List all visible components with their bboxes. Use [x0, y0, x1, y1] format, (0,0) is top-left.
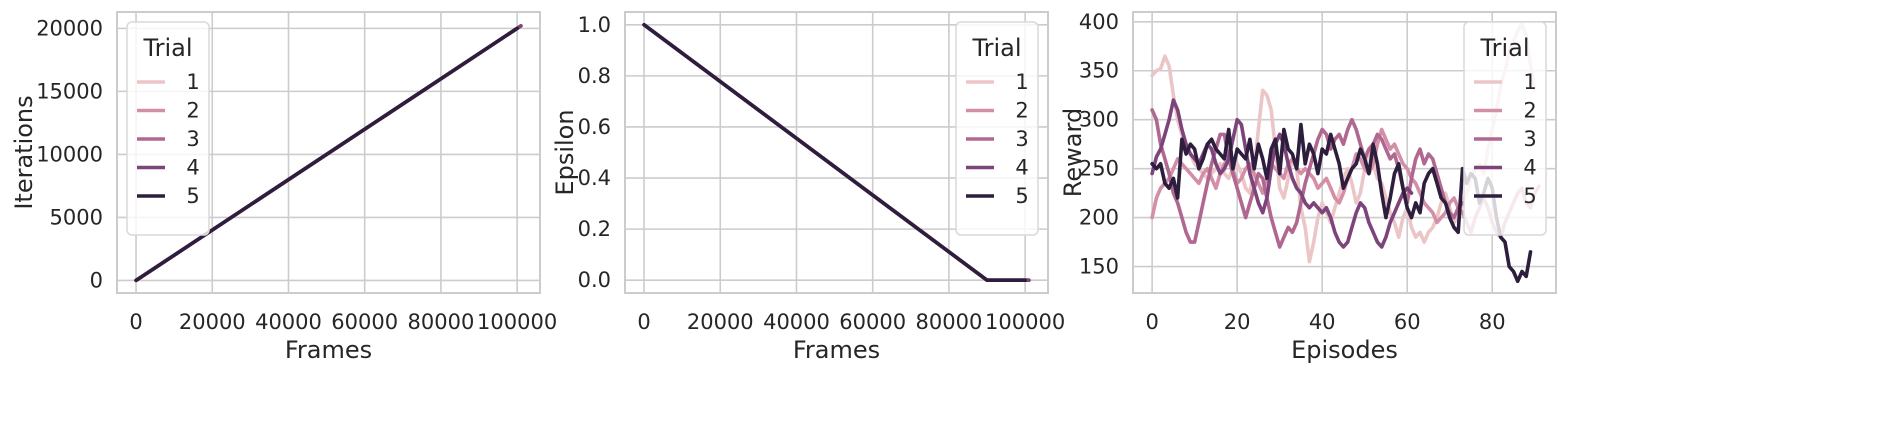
legend-entry-label: 3	[1523, 127, 1536, 151]
x-tick-labels: 0 20000 40000 60000 80000 100000	[129, 310, 557, 334]
x-tick-label: 80000	[408, 310, 475, 334]
legend-entry-label: 1	[1523, 70, 1536, 94]
y-axis-label: Reward	[1059, 108, 1087, 197]
x-tick-label: 20000	[179, 310, 246, 334]
y-axis-label: Epsilon	[551, 109, 579, 195]
x-axis-label: Frames	[285, 336, 372, 364]
legend-entry-label: 2	[186, 99, 199, 123]
x-tick-label: 0	[129, 310, 142, 334]
x-tick-label: 40000	[763, 310, 830, 334]
series-lines	[134, 24, 523, 283]
x-tick-labels: 0 20000 40000 60000 80000 100000	[637, 310, 1065, 334]
y-tick-label: 300	[1079, 108, 1119, 132]
plot-frame	[116, 11, 541, 294]
y-tick-label: 0.0	[578, 268, 611, 292]
legend-entry-label: 1	[186, 70, 199, 94]
series-lines	[642, 22, 1031, 283]
y-tick-label: 0.6	[578, 115, 611, 139]
legend-entry-label: 4	[186, 156, 199, 180]
y-tick-label: 20000	[36, 16, 103, 40]
y-tick-labels: 0 5000 10000 15000 20000	[36, 16, 103, 292]
legend-entry-label: 5	[1015, 184, 1028, 208]
legend: Trial 1 2 3 4 5	[1463, 21, 1547, 236]
y-tick-label: 400	[1079, 10, 1119, 34]
legend-entry-label: 5	[186, 184, 199, 208]
legend-box	[1463, 21, 1547, 236]
y-tick-label: 15000	[36, 79, 103, 103]
y-tick-labels: 0.0 0.2 0.4 0.6 0.8 1.0	[578, 13, 611, 292]
x-tick-label: 40	[1309, 310, 1336, 334]
y-tick-label: 250	[1079, 157, 1119, 181]
legend-title: Trial	[1479, 34, 1529, 62]
chart-epsilon-vs-frames: 0 20000 40000 60000 80000 1000000.00.20.40.60…	[551, 11, 1065, 364]
chart-iterations-vs-frames: 0 20000 40000 60000 80000 1000000500010000150…	[10, 11, 557, 364]
y-tick-label: 150	[1079, 255, 1119, 279]
plot-frame	[1132, 11, 1557, 294]
y-tick-label: 200	[1079, 206, 1119, 230]
x-tick-label: 40000	[255, 310, 322, 334]
y-tick-label: 0.4	[578, 166, 611, 190]
legend-entry-label: 2	[1523, 99, 1536, 123]
series-line-trial-5	[134, 26, 519, 283]
legend-entry-label: 2	[1015, 99, 1028, 123]
legend-title: Trial	[142, 34, 192, 62]
legend-entry-label: 3	[1015, 127, 1028, 151]
x-tick-label: 60000	[839, 310, 906, 334]
x-tick-label: 0	[637, 310, 650, 334]
x-tick-label: 100000	[985, 310, 1065, 334]
legend-entry-label: 3	[186, 127, 199, 151]
x-tick-label: 60000	[331, 310, 398, 334]
y-tick-label: 350	[1079, 59, 1119, 83]
y-tick-label: 0.2	[578, 217, 611, 241]
series-line-trial-5	[642, 22, 1027, 283]
x-axis-label: Episodes	[1291, 336, 1398, 364]
y-tick-label: 5000	[50, 205, 103, 229]
legend: Trial 1 2 3 4 5	[126, 21, 210, 236]
x-tick-label: 100000	[477, 310, 557, 334]
plot-frame	[624, 11, 1049, 294]
y-tick-label: 1.0	[578, 13, 611, 37]
y-tick-label: 0	[90, 268, 103, 292]
y-tick-label: 0.8	[578, 64, 611, 88]
y-tick-label: 10000	[36, 142, 103, 166]
y-tick-labels: 150 200 250 300 350 400	[1079, 10, 1119, 279]
x-tick-label: 80	[1479, 310, 1506, 334]
series-line-trial-3	[1150, 108, 1465, 249]
x-tick-label: 20	[1224, 310, 1251, 334]
legend-entry-label: 5	[1523, 184, 1536, 208]
x-tick-label: 60	[1394, 310, 1421, 334]
legend-box	[955, 21, 1039, 236]
legend-entry-label: 1	[1015, 70, 1028, 94]
chart-reward-vs-episodes: 0 20 40 60 80 150 200 250 300 350 400 Episodes Rewar…	[1059, 10, 1557, 364]
legend-title: Trial	[971, 34, 1021, 62]
y-axis-label: Iterations	[10, 95, 38, 209]
x-axis-label: Frames	[793, 336, 880, 364]
x-tick-label: 20000	[687, 310, 754, 334]
legend: Trial 1 2 3 4 5	[955, 21, 1039, 236]
legend-box	[126, 21, 210, 236]
x-tick-labels: 0 20 40 60 80	[1145, 310, 1505, 334]
legend-entry-label: 4	[1523, 156, 1536, 180]
legend-entry-label: 4	[1015, 156, 1028, 180]
x-tick-label: 0	[1145, 310, 1158, 334]
x-tick-label: 80000	[916, 310, 983, 334]
